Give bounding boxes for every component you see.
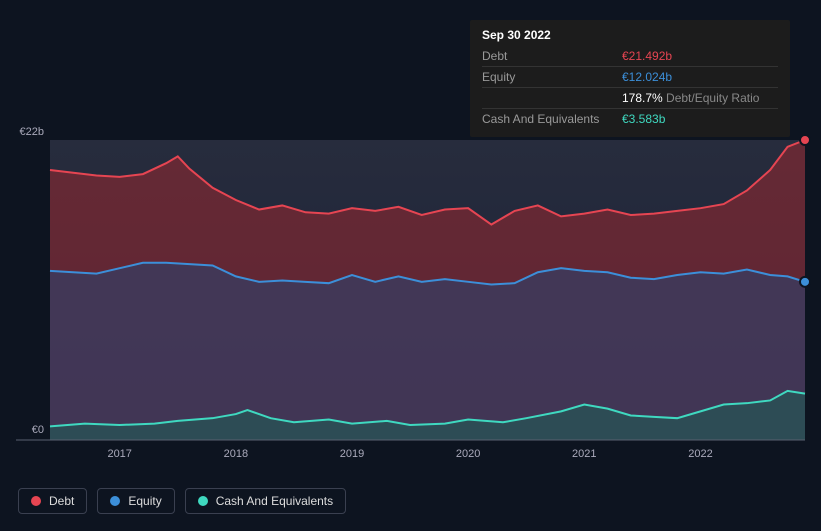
y-axis-label-max: €22b — [8, 126, 44, 138]
tooltip-row-value: 178.7% Debt/Equity Ratio — [622, 88, 778, 109]
tooltip-row-label: Debt — [482, 46, 622, 67]
tooltip-row-value: €21.492b — [622, 46, 778, 67]
legend-dot — [110, 496, 120, 506]
x-axis-label: 2022 — [688, 448, 712, 460]
tooltip-row-label: Equity — [482, 67, 622, 88]
legend-label: Equity — [128, 494, 161, 508]
x-axis-label: 2018 — [224, 448, 248, 460]
x-axis-label: 2020 — [456, 448, 480, 460]
tooltip-row-label — [482, 88, 622, 109]
end-marker-equity — [800, 277, 810, 287]
tooltip-row: Cash And Equivalents€3.583b — [482, 109, 778, 130]
tooltip-table: Debt€21.492bEquity€12.024b178.7% Debt/Eq… — [482, 46, 778, 129]
tooltip-row: Debt€21.492b — [482, 46, 778, 67]
tooltip-row-extra: Debt/Equity Ratio — [663, 91, 760, 105]
legend-dot — [31, 496, 41, 506]
y-axis-label-zero: €0 — [8, 424, 44, 436]
tooltip-date: Sep 30 2022 — [482, 28, 778, 42]
x-axis-label: 2017 — [107, 448, 131, 460]
end-marker-debt — [800, 135, 810, 145]
chart-legend: Debt Equity Cash And Equivalents — [18, 488, 346, 514]
x-axis-label: 2019 — [340, 448, 364, 460]
x-axis-label: 2021 — [572, 448, 596, 460]
legend-label: Debt — [49, 494, 74, 508]
legend-item-debt[interactable]: Debt — [18, 488, 87, 514]
legend-label: Cash And Equivalents — [216, 494, 333, 508]
legend-item-cash[interactable]: Cash And Equivalents — [185, 488, 346, 514]
legend-dot — [198, 496, 208, 506]
chart-tooltip: Sep 30 2022 Debt€21.492bEquity€12.024b17… — [470, 20, 790, 137]
tooltip-row-value: €3.583b — [622, 109, 778, 130]
legend-item-equity[interactable]: Equity — [97, 488, 174, 514]
tooltip-row-label: Cash And Equivalents — [482, 109, 622, 130]
tooltip-row-value: €12.024b — [622, 67, 778, 88]
tooltip-row: 178.7% Debt/Equity Ratio — [482, 88, 778, 109]
tooltip-row: Equity€12.024b — [482, 67, 778, 88]
